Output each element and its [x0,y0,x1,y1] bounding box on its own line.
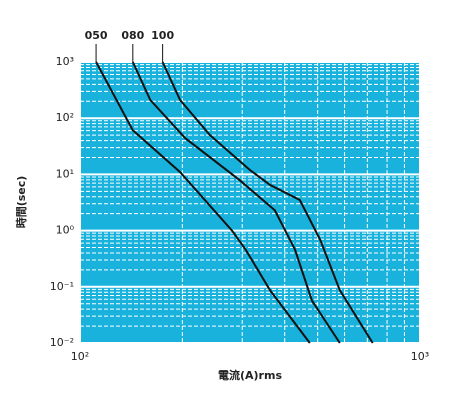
y-tick-label: 10⁻² [50,336,74,349]
x-tick-label: 10² [71,350,89,363]
y-tick-label: 10⁰ [56,224,75,237]
x-tick-label: 10³ [411,350,429,363]
plot-frame [79,61,421,344]
x-axis-label: 電流(A)rms [218,368,282,382]
curve [161,61,374,344]
curve [131,61,341,344]
series-label: 100 [151,29,174,42]
y-tick-label: 10² [56,111,74,124]
series-label: 080 [121,29,144,42]
y-tick-label: 10¹ [56,167,74,180]
plot-background [80,62,420,343]
curve [95,61,311,344]
y-axis-label: 時間(sec) [14,176,28,229]
series-label: 050 [85,29,108,42]
y-tick-label: 10⁻¹ [50,280,74,293]
y-tick-label: 10³ [56,55,74,68]
